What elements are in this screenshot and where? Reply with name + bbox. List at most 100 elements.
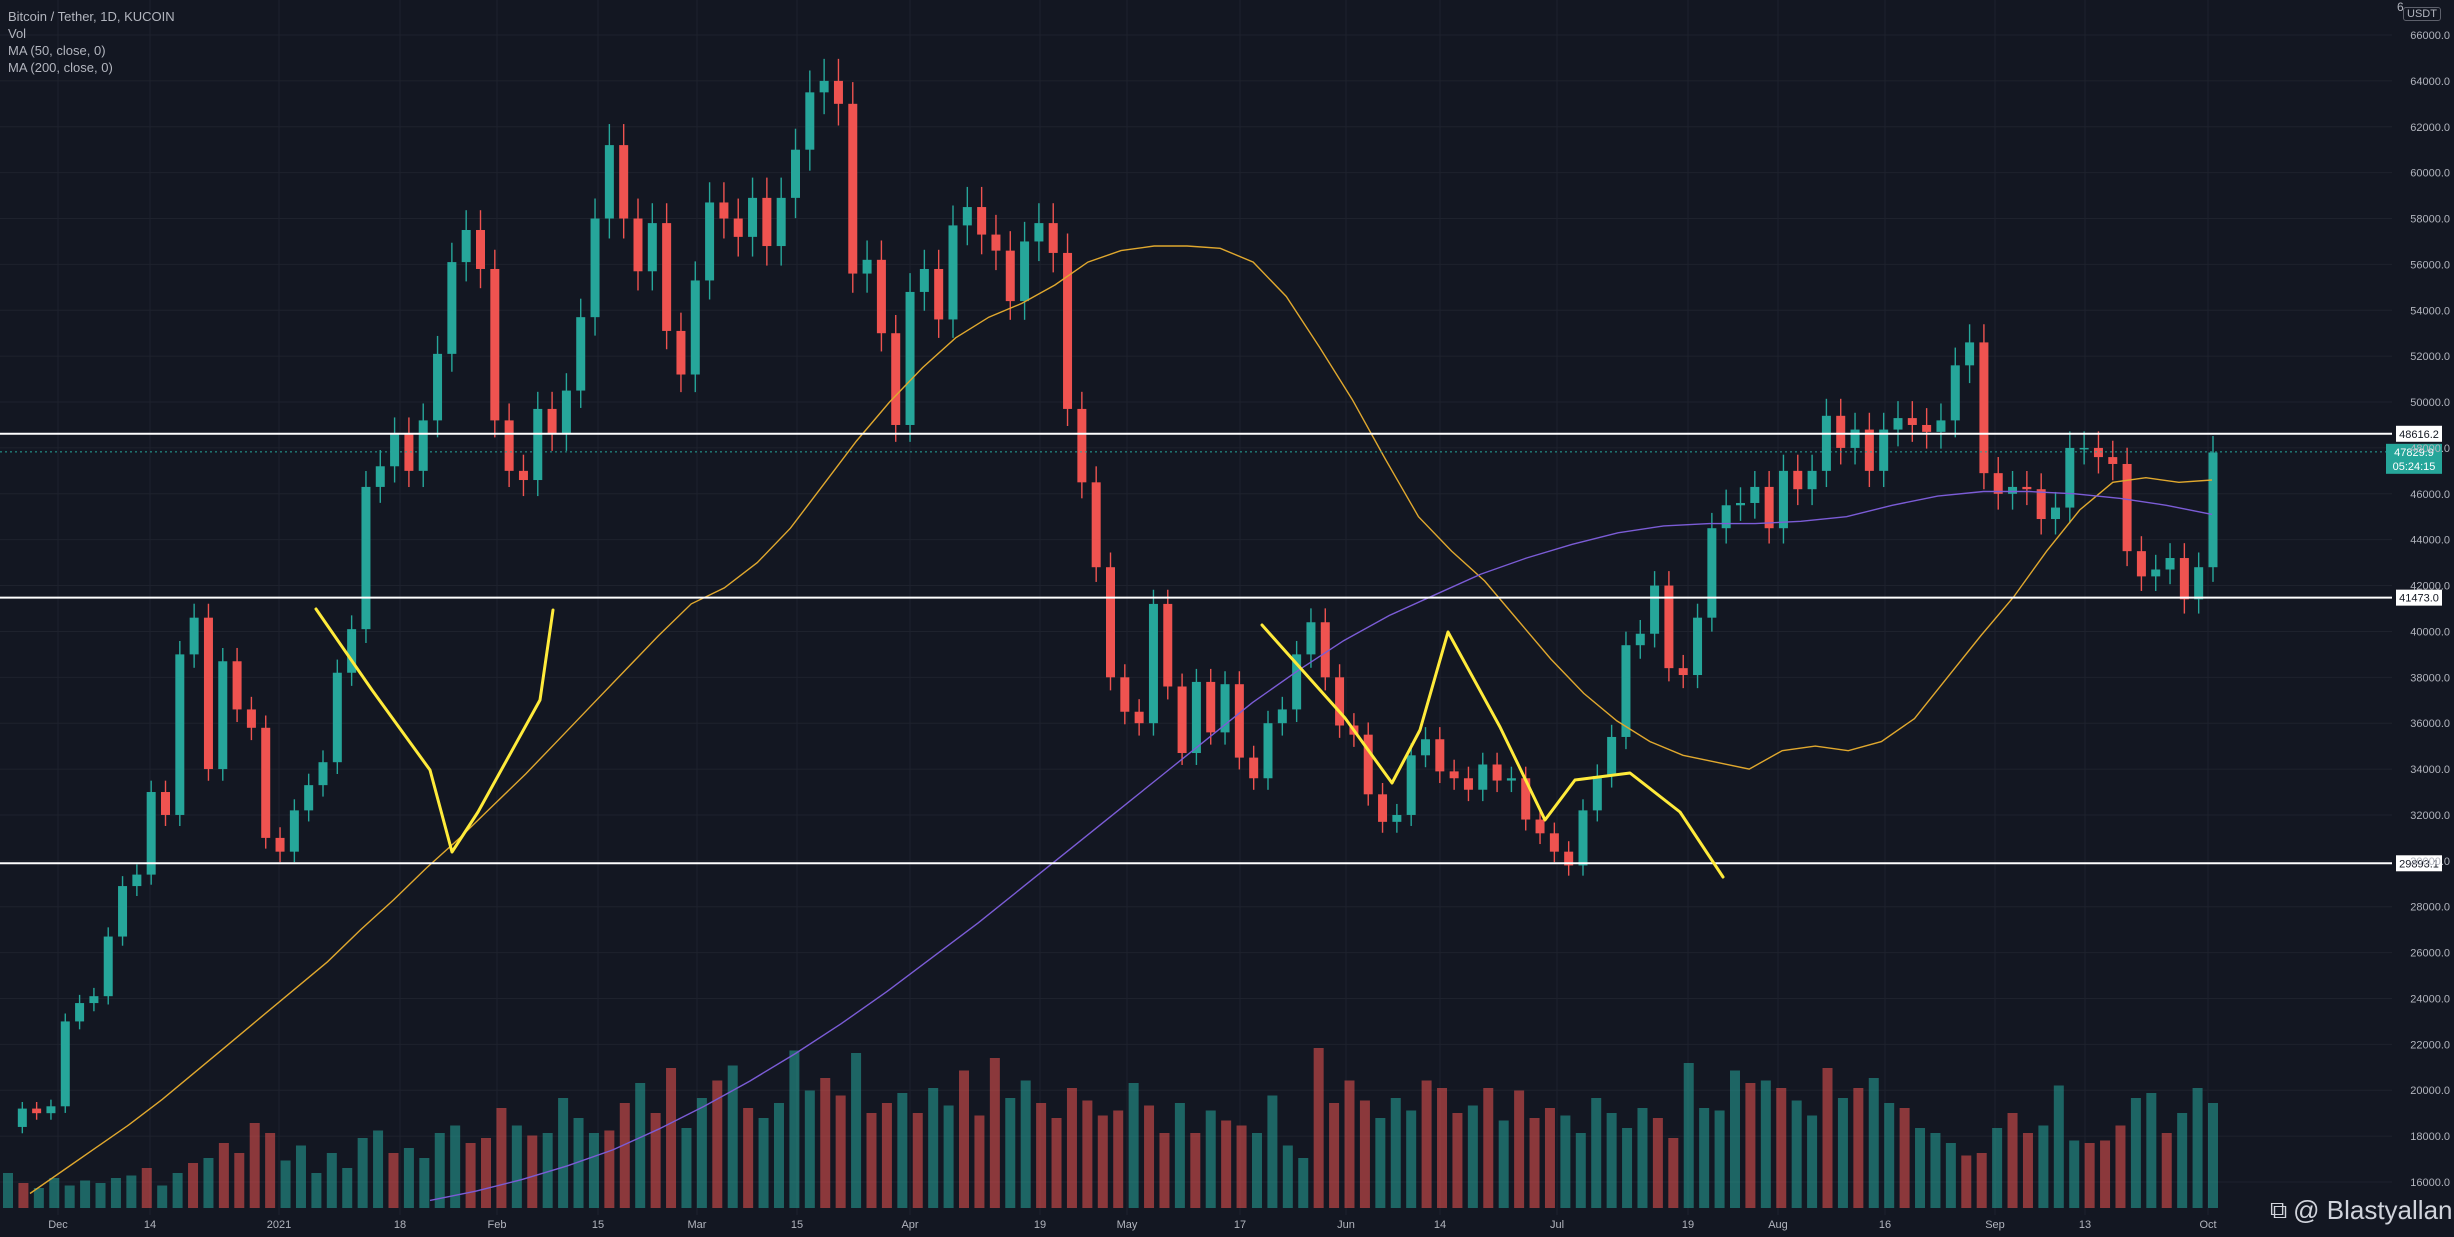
volume-bar xyxy=(18,1183,29,1208)
volume-bar xyxy=(1745,1083,1756,1208)
volume-bar xyxy=(326,1153,337,1208)
candle xyxy=(146,780,156,885)
volume-bar xyxy=(1498,1120,1509,1208)
candle-body xyxy=(934,268,944,320)
candle-body xyxy=(1478,764,1488,790)
candle-body xyxy=(2079,447,2089,450)
candle-body xyxy=(1220,684,1230,733)
candle xyxy=(89,987,99,1012)
volume-bar xyxy=(496,1108,507,1208)
candle-body xyxy=(1922,424,1932,432)
candle xyxy=(2179,543,2189,614)
volume-bar xyxy=(1144,1105,1155,1208)
volume-bar xyxy=(64,1185,75,1208)
volume-bar xyxy=(1020,1080,1031,1208)
candle-body xyxy=(1306,622,1316,655)
price-tick-label: 16000.0 xyxy=(2410,1177,2450,1189)
candle xyxy=(161,780,170,826)
candle xyxy=(1263,710,1273,790)
volume-bar xyxy=(1899,1108,1910,1208)
candle-body xyxy=(533,408,543,481)
volume-bar xyxy=(851,1053,862,1208)
volume-bar xyxy=(820,1078,831,1208)
level-label-bg xyxy=(2396,855,2442,872)
price-tick-label: 62000.0 xyxy=(2410,122,2450,134)
candle-body xyxy=(633,218,643,272)
candle-body xyxy=(977,207,987,235)
candle-body xyxy=(2165,558,2175,570)
candle-body xyxy=(490,268,500,421)
volume-bar xyxy=(1005,1098,1016,1208)
trend-drawing-2 xyxy=(1260,623,1725,879)
volume-bar xyxy=(1051,1118,1062,1208)
candle xyxy=(189,603,199,668)
candle xyxy=(590,198,600,336)
candle xyxy=(891,314,901,442)
candle-body xyxy=(1907,418,1917,425)
symbol-title[interactable]: Bitcoin / Tether, 1D, KUCOIN xyxy=(8,9,175,24)
ma200-indicator-label[interactable]: MA (200, close, 0) xyxy=(8,60,113,75)
candle-body xyxy=(189,617,199,655)
candle-body xyxy=(962,207,972,226)
candle xyxy=(261,715,271,849)
candle xyxy=(819,58,829,115)
candle-body xyxy=(1506,778,1516,781)
volume-bar xyxy=(33,1188,44,1208)
time-tick-label: 14 xyxy=(1434,1219,1446,1231)
volume-bar xyxy=(1113,1110,1124,1208)
volume-bar xyxy=(2038,1125,2049,1208)
candle-body xyxy=(1693,617,1703,676)
candle-body xyxy=(1148,603,1158,724)
candle xyxy=(375,450,385,503)
volume-bars xyxy=(3,1048,2218,1208)
candle-body xyxy=(1836,415,1846,448)
ma50-line xyxy=(29,245,2213,1195)
time-axis: Dec 14 2021 18 Feb 15 Mar 15 Apr 19 May 17 Jun 14 Jul 1… xyxy=(48,1219,2216,1231)
level-price-label: 41473.0 xyxy=(2396,589,2442,606)
price-tick-label: 54000.0 xyxy=(2410,305,2450,317)
volume-bar xyxy=(2146,1093,2157,1208)
volume-indicator-label[interactable]: Vol xyxy=(8,26,27,41)
trend-drawing-1 xyxy=(314,607,555,854)
candle xyxy=(862,240,872,293)
candle-body xyxy=(2093,447,2103,458)
candle xyxy=(733,198,743,257)
candle-body xyxy=(1721,505,1731,529)
candle xyxy=(2008,470,2018,510)
candle xyxy=(1148,589,1158,736)
volume-bar xyxy=(1174,1103,1185,1208)
candle-body xyxy=(1950,365,1960,421)
candle xyxy=(1163,589,1173,700)
volume-bar xyxy=(141,1168,152,1208)
volume-bar xyxy=(188,1163,199,1208)
chart-legend: Bitcoin / Tether, 1D, KUCOIN Vol MA (50,… xyxy=(8,8,175,76)
candle-body xyxy=(919,268,929,292)
ma50-indicator-label[interactable]: MA (50, close, 0) xyxy=(8,43,106,58)
volume-bar xyxy=(157,1185,168,1208)
candle-body xyxy=(590,218,600,318)
candle xyxy=(289,799,299,863)
volume-bar xyxy=(1560,1115,1571,1208)
candle-body xyxy=(447,262,457,354)
currency-badge[interactable]: USDT xyxy=(2403,7,2441,21)
volume-bar xyxy=(1837,1098,1848,1208)
candle-body xyxy=(647,223,657,272)
candle-body xyxy=(1850,429,1860,448)
watermark-text: @ Blastyallan xyxy=(2293,1195,2453,1225)
candle xyxy=(1048,203,1058,273)
volume-bar xyxy=(989,1058,1000,1208)
candle-body xyxy=(576,317,586,391)
candle-body xyxy=(2065,447,2075,508)
time-tick-label: Dec xyxy=(48,1219,68,1231)
time-tick-label: May xyxy=(1117,1219,1138,1231)
volume-bar xyxy=(49,1178,60,1208)
candle xyxy=(2122,447,2132,567)
candle xyxy=(118,876,128,946)
candle-body xyxy=(246,709,256,728)
candle-body xyxy=(32,1108,42,1114)
volume-bar xyxy=(1853,1088,1864,1208)
candle-body xyxy=(1535,819,1545,834)
volume-bar xyxy=(1868,1078,1879,1208)
volume-bar xyxy=(804,1090,815,1208)
